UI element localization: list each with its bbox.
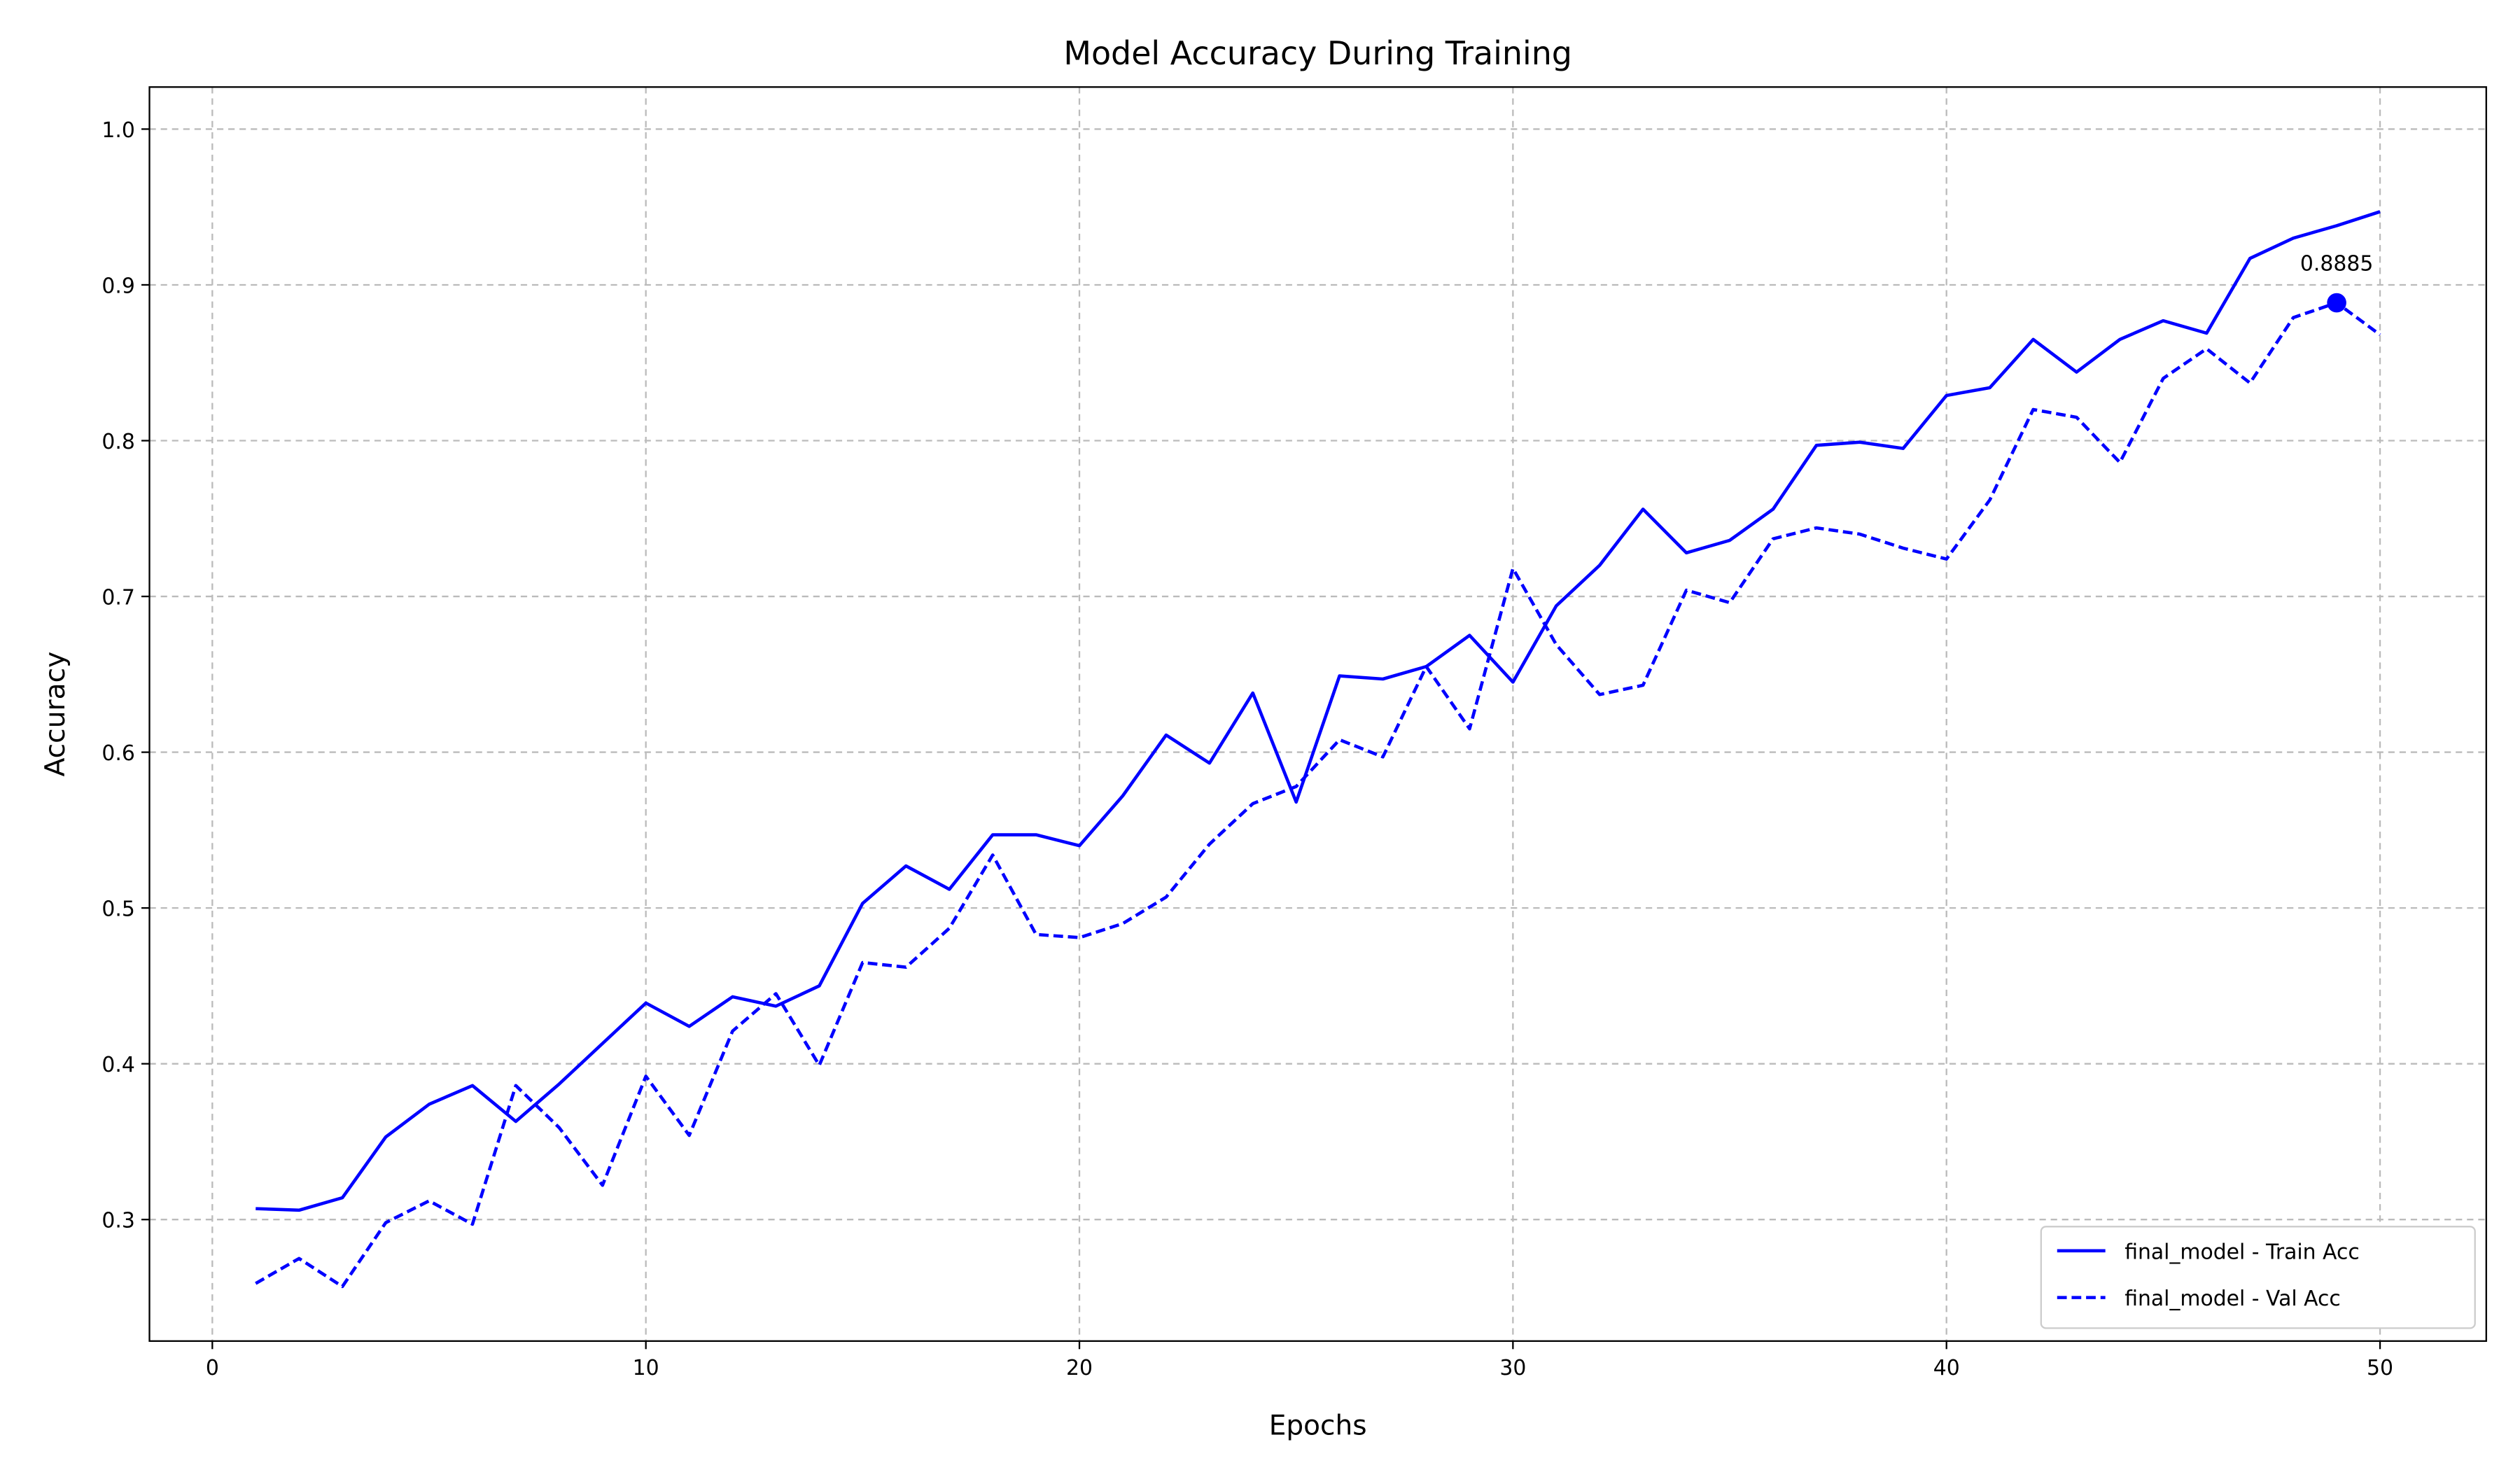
legend-box <box>2040 1226 2476 1329</box>
best-val-marker <box>2327 293 2346 313</box>
x-tick-label: 0 <box>206 1356 219 1380</box>
plot-frame <box>148 86 2487 1342</box>
x-tick-label: 40 <box>1933 1356 1960 1380</box>
x-tick-label: 30 <box>1499 1356 1526 1380</box>
y-tick-label: 0.7 <box>102 586 134 610</box>
y-tick-label: 0.4 <box>102 1053 134 1077</box>
train-acc-line <box>255 210 2381 1212</box>
legend-label-val: final_model - Val Acc <box>2124 1287 2341 1311</box>
y-axis-label: Accuracy <box>40 652 71 777</box>
series-group <box>255 210 2381 1289</box>
val-acc-line <box>255 301 2381 1289</box>
legend: final_model - Train Acc final_model - Va… <box>2040 1226 2476 1329</box>
x-tick-label: 20 <box>1066 1356 1093 1380</box>
y-tick-label: 0.6 <box>102 741 134 766</box>
chart-title: Model Accuracy During Training <box>1063 34 1572 72</box>
ticks: 0 10 20 30 40 50 0.3 0.4 0.5 0.6 0.7 0.8 0.9 1.0 <box>102 118 2393 1380</box>
x-axis-label: Epochs <box>1269 1410 1367 1441</box>
best-val-label: 0.8885 <box>2300 251 2373 276</box>
x-tick-label: 50 <box>2367 1356 2393 1380</box>
legend-label-train: final_model - Train Acc <box>2124 1240 2360 1264</box>
y-tick-label: 0.5 <box>102 897 134 922</box>
y-tick-label: 1.0 <box>102 118 134 143</box>
y-tick-label: 0.3 <box>102 1209 134 1233</box>
annotation: 0.8885 <box>2300 251 2373 313</box>
y-tick-label: 0.8 <box>102 430 134 454</box>
x-tick-label: 10 <box>633 1356 659 1380</box>
y-tick-label: 0.9 <box>102 274 134 298</box>
